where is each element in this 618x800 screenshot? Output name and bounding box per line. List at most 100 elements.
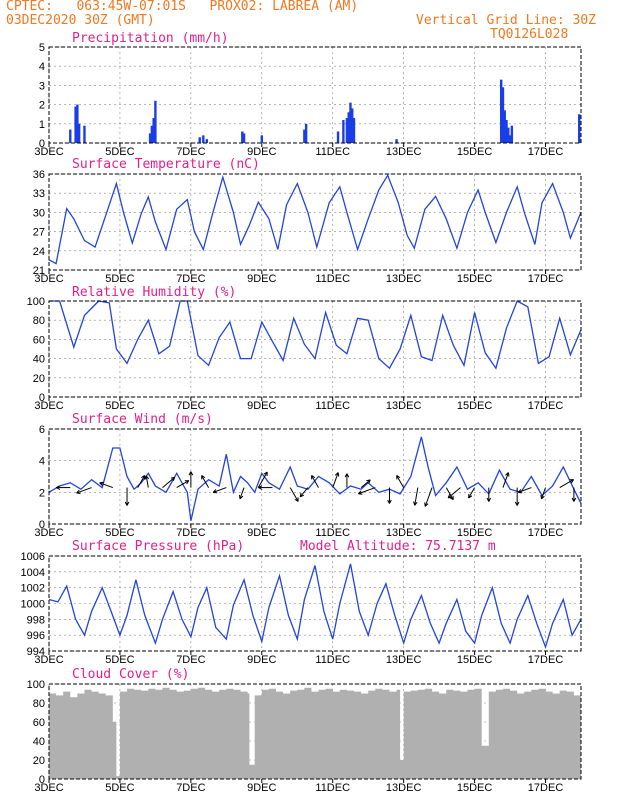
precip-bar xyxy=(260,135,263,143)
y-tick-label: 1006 xyxy=(21,551,45,563)
wind-arrow-head xyxy=(424,502,429,507)
x-tick-label: 17DEC xyxy=(528,146,564,158)
panel-0: 0 1 2 3 4 5 3DEC 5DEC 7DEC 9DEC 11DEC 13DEC 15DEC 17D… xyxy=(34,31,582,158)
y-tick-label: 36 xyxy=(33,169,45,181)
wind-arrow xyxy=(414,487,419,506)
precip-bar xyxy=(505,119,508,143)
wind-arrow xyxy=(311,475,319,488)
header-code: TQ0126L028 xyxy=(490,27,569,42)
precip-bar xyxy=(241,131,244,143)
x-tick-label: 5DEC xyxy=(105,273,134,285)
precip-bar xyxy=(304,123,308,143)
y-tick-label: 996 xyxy=(27,630,45,642)
wind-arrow xyxy=(137,475,146,488)
wind-arrow-head xyxy=(144,475,150,480)
x-tick-label: 7DEC xyxy=(176,782,205,794)
x-tick-label: 17DEC xyxy=(528,654,564,666)
panel-title: Precipitation (mm/h) xyxy=(72,31,229,46)
panel-2: 0 20 40 60 80 100 3DEC 5DEC 7DEC 9DEC 11DEC 13DEC 15… xyxy=(27,285,582,412)
wind-arrow-head xyxy=(366,479,371,484)
series-line xyxy=(49,300,582,370)
precip-bar xyxy=(69,129,72,143)
x-tick-label: 15DEC xyxy=(457,654,493,666)
x-tick-label: 17DEC xyxy=(528,782,564,794)
wind-arrow-head xyxy=(449,495,454,501)
wind-arrow xyxy=(468,487,476,499)
wind-arrow xyxy=(358,487,376,495)
series-line xyxy=(48,436,582,521)
precip-bar xyxy=(148,133,152,143)
wind-arrow-head xyxy=(238,494,244,500)
wind-arrow-head xyxy=(299,492,305,498)
wind-arrow xyxy=(239,487,245,500)
panel-title: Surface Pressure (hPa) xyxy=(72,539,244,554)
wind-arrow-head xyxy=(396,475,401,480)
x-tick-label: 3DEC xyxy=(34,400,63,412)
panel-frame xyxy=(48,300,582,398)
panel-5: 0 20 40 60 80 100 3DEC 5DEC 7DEC 9DEC 11DEC 13DEC 15… xyxy=(27,667,582,794)
wind-arrow xyxy=(540,487,547,500)
wind-arrow xyxy=(559,479,574,489)
wind-arrow xyxy=(424,487,433,507)
x-tick-label: 13DEC xyxy=(386,527,422,539)
wind-arrow xyxy=(447,487,461,499)
wind-arrow-head xyxy=(184,480,190,485)
y-tick-label: 27 xyxy=(33,227,45,239)
wind-arrow-head xyxy=(170,476,176,482)
wind-arrow xyxy=(76,487,92,494)
precip-bar xyxy=(500,79,503,143)
y-tick-label: 1000 xyxy=(21,599,45,611)
wind-arrow xyxy=(257,471,268,488)
y-tick-label: 6 xyxy=(39,424,45,436)
wind-arrow xyxy=(299,487,309,498)
y-tick-label: 1002 xyxy=(21,583,45,595)
y-tick-label: 40 xyxy=(33,736,45,748)
wind-arrow-head xyxy=(334,472,340,477)
precip-bar xyxy=(352,118,356,143)
panel-frame xyxy=(48,683,582,780)
wind-arrow-head xyxy=(540,494,545,500)
x-tick-label: 7DEC xyxy=(176,527,205,539)
precip-bar xyxy=(507,127,510,143)
precip-bar xyxy=(349,102,352,143)
x-tick-label: 13DEC xyxy=(386,400,422,412)
x-tick-label: 7DEC xyxy=(176,146,205,158)
x-tick-label: 7DEC xyxy=(176,400,205,412)
precip-bar xyxy=(150,125,154,143)
y-tick-label: 20 xyxy=(33,755,45,767)
wind-arrow xyxy=(396,475,405,488)
precip-bar xyxy=(342,119,345,143)
y-tick-label: 0 xyxy=(39,519,45,531)
wind-arrow-head xyxy=(468,493,473,499)
wind-arrow xyxy=(176,480,190,489)
precip-bar xyxy=(205,139,209,143)
wind-arrow-head xyxy=(358,490,363,495)
x-tick-label: 9DEC xyxy=(247,400,276,412)
x-tick-label: 9DEC xyxy=(247,273,276,285)
wind-arrow xyxy=(445,487,454,500)
wind-arrow-head xyxy=(486,497,492,502)
panel-title: Relative Humidity (%) xyxy=(72,285,236,300)
precip-bar xyxy=(83,125,86,143)
precip-bar xyxy=(503,110,506,143)
x-tick-label: 17DEC xyxy=(528,273,564,285)
header-grid-note: Vertical Grid Line: 30Z xyxy=(416,13,597,28)
wind-arrow-head xyxy=(344,473,350,478)
panel-title: Surface Wind (m/s) xyxy=(72,412,213,427)
wind-arrow xyxy=(162,476,176,488)
x-tick-label: 9DEC xyxy=(247,654,276,666)
wind-arrow-head xyxy=(188,471,194,476)
x-tick-label: 11DEC xyxy=(315,146,350,158)
x-tick-label: 7DEC xyxy=(176,654,205,666)
y-tick-label: 998 xyxy=(27,614,45,626)
y-tick-label: 0 xyxy=(39,774,45,786)
panel-annotation: Model Altitude: 75.7137 m xyxy=(300,539,496,554)
y-tick-label: 0 xyxy=(39,392,45,404)
y-tick-label: 21 xyxy=(33,265,45,277)
y-tick-label: 1004 xyxy=(21,567,45,579)
y-tick-label: 60 xyxy=(33,717,45,729)
precip-bar xyxy=(152,118,155,143)
precip-bar xyxy=(395,139,398,143)
y-tick-label: 60 xyxy=(33,334,45,346)
precip-bar xyxy=(347,112,350,143)
